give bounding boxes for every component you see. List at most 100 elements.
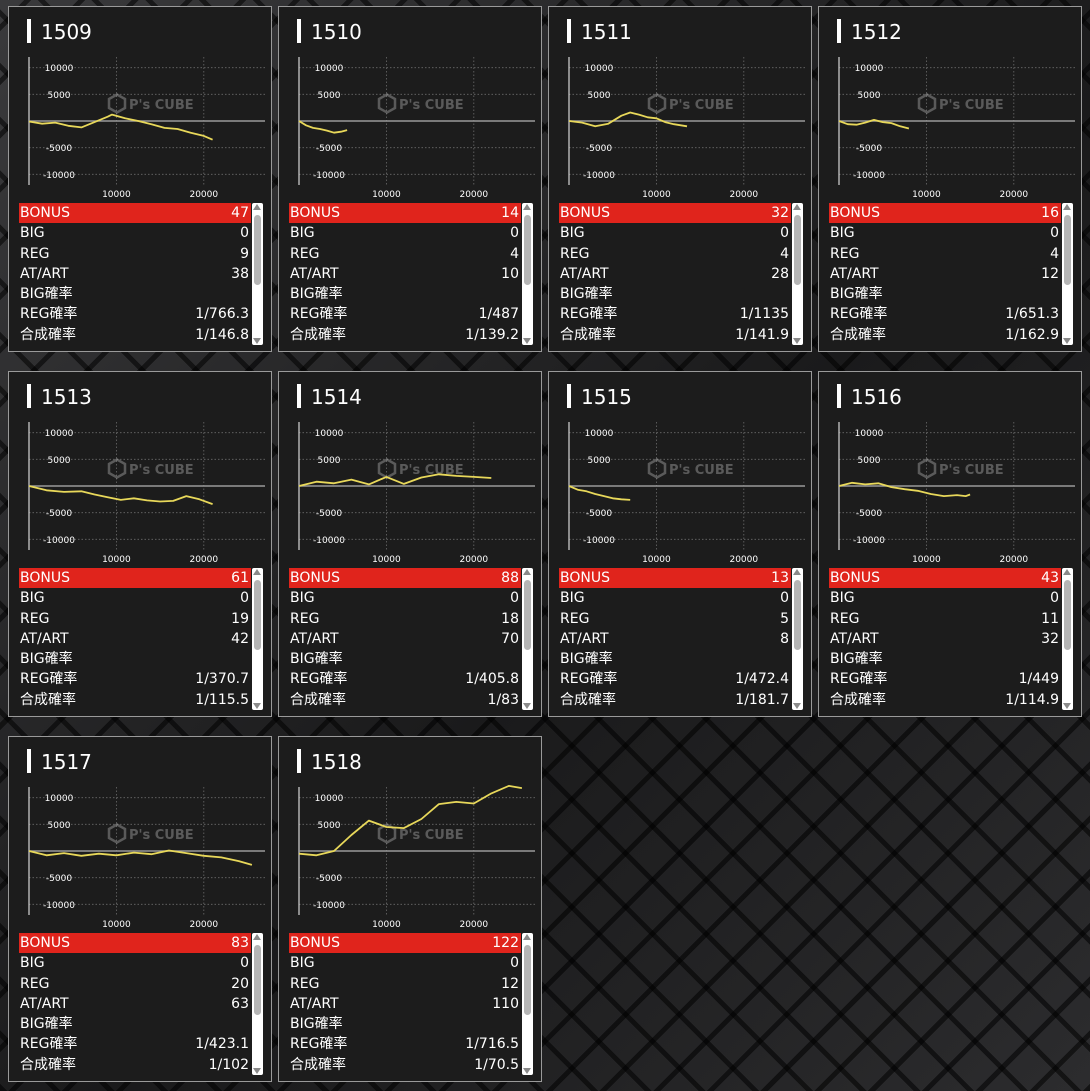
stats-scrollbar[interactable] [1062, 203, 1073, 345]
machine-card-1515[interactable]: 1515 10000 5000 -5000 -10000 10000 20000 P's CU… [548, 371, 812, 717]
chart-svg: 10000 5000 -5000 -10000 10000 20000 P's CUBE [838, 422, 1075, 565]
payout-chart: 10000 5000 -5000 -10000 10000 20000 P's CUBE [287, 781, 535, 933]
stat-value: 13 [771, 570, 789, 586]
y-tick-label: 10000 [315, 794, 344, 804]
y-tick-label: 5000 [858, 91, 881, 101]
scroll-thumb[interactable] [1064, 215, 1071, 285]
machine-card-1513[interactable]: 1513 10000 5000 -5000 -10000 10000 20000 P's CU… [8, 371, 272, 717]
scroll-thumb[interactable] [1064, 580, 1071, 650]
scroll-down-icon[interactable] [793, 338, 801, 344]
scroll-down-icon[interactable] [1063, 338, 1071, 344]
stat-label: BIG確率 [20, 1016, 73, 1033]
scroll-thumb[interactable] [794, 215, 801, 285]
reg-row: REG 19 [19, 609, 251, 629]
stat-value: 12 [1041, 265, 1059, 282]
scroll-down-icon[interactable] [523, 338, 531, 344]
machine-card-1512[interactable]: 1512 10000 5000 -5000 -10000 10000 20000 P's CU… [818, 6, 1082, 352]
scroll-thumb[interactable] [254, 215, 261, 285]
scroll-up-icon[interactable] [1063, 569, 1071, 575]
scroll-thumb[interactable] [524, 215, 531, 285]
atart-row: AT/ART 38 [19, 264, 251, 284]
atart-row: AT/ART 42 [19, 629, 251, 649]
payout-line [838, 119, 910, 130]
payout-chart: 10000 5000 -5000 -10000 10000 20000 P's CUBE [17, 51, 265, 203]
stats-scrollbar[interactable] [522, 933, 533, 1075]
stat-value: 5 [780, 610, 789, 627]
scroll-up-icon[interactable] [523, 569, 531, 575]
scroll-up-icon[interactable] [793, 204, 801, 210]
scroll-down-icon[interactable] [253, 338, 261, 344]
scroll-up-icon[interactable] [253, 934, 261, 940]
y-tick-label: -5000 [46, 874, 72, 884]
machine-card-1516[interactable]: 1516 10000 5000 -5000 -10000 10000 20000 P's CU… [818, 371, 1082, 717]
stats-scrollbar[interactable] [522, 203, 533, 345]
stat-label: AT/ART [20, 995, 69, 1012]
machine-card-1517[interactable]: 1517 10000 5000 -5000 -10000 10000 20000 P's CU… [8, 736, 272, 1082]
big-rate-row: BIG確率 [289, 284, 521, 304]
stat-label: BIG [20, 590, 45, 607]
machine-card-1514[interactable]: 1514 10000 5000 -5000 -10000 10000 20000 P's CU… [278, 371, 542, 717]
stat-label: 合成確率 [560, 691, 616, 708]
y-tick-label: -10000 [313, 536, 345, 546]
stat-value: 0 [240, 225, 249, 242]
scroll-up-icon[interactable] [253, 204, 261, 210]
atart-row: AT/ART 32 [829, 629, 1061, 649]
stat-value: 0 [510, 225, 519, 242]
stat-value: 16 [1041, 205, 1059, 221]
bonus-row: BONUS 43 [829, 568, 1061, 589]
scroll-down-icon[interactable] [523, 703, 531, 709]
stat-label: REG [20, 610, 50, 627]
stat-label: REG確率 [290, 306, 348, 323]
stat-value: 28 [771, 265, 789, 282]
scroll-thumb[interactable] [524, 580, 531, 650]
machine-card-1511[interactable]: 1511 10000 5000 -5000 -10000 10000 20000 P's CU… [548, 6, 812, 352]
scroll-down-icon[interactable] [253, 703, 261, 709]
pscube-watermark: P's CUBE [917, 458, 1004, 479]
machine-card-1510[interactable]: 1510 10000 5000 -5000 -10000 10000 20000 P's CU… [278, 6, 542, 352]
scroll-down-icon[interactable] [1063, 703, 1071, 709]
stat-label: BONUS [560, 205, 610, 221]
scroll-thumb[interactable] [254, 580, 261, 650]
stat-label: REG [20, 245, 50, 262]
y-tick-label: -5000 [586, 509, 612, 519]
scroll-thumb[interactable] [254, 945, 261, 1015]
x-tick-label: 10000 [642, 555, 671, 565]
scroll-down-icon[interactable] [793, 703, 801, 709]
stats-scrollbar[interactable] [522, 568, 533, 710]
stats-scrollbar[interactable] [252, 203, 263, 345]
reg-rate-row: REG確率 1/472.4 [559, 669, 791, 689]
stat-label: REG確率 [560, 306, 618, 323]
stat-value: 1/1135 [739, 306, 789, 323]
scroll-up-icon[interactable] [523, 204, 531, 210]
scroll-down-icon[interactable] [253, 1068, 261, 1074]
scroll-up-icon[interactable] [253, 569, 261, 575]
scroll-down-icon[interactable] [523, 1068, 531, 1074]
x-tick-label: 10000 [912, 555, 941, 565]
machine-card-1509[interactable]: 1509 10000 5000 -5000 -10000 10000 20000 P's CU… [8, 6, 272, 352]
scroll-thumb[interactable] [524, 945, 531, 1015]
stats-scrollbar[interactable] [792, 568, 803, 710]
stat-label: BIG確率 [560, 651, 613, 668]
chart-svg: 10000 5000 -5000 -10000 10000 20000 P's CUBE [568, 422, 805, 565]
stats-scrollbar[interactable] [1062, 568, 1073, 710]
payout-line [298, 785, 523, 857]
scroll-up-icon[interactable] [793, 569, 801, 575]
scroll-up-icon[interactable] [1063, 204, 1071, 210]
scroll-thumb[interactable] [794, 580, 801, 650]
stats-scrollbar[interactable] [252, 568, 263, 710]
y-tick-label: -10000 [43, 901, 75, 911]
stats-scrollbar[interactable] [252, 933, 263, 1075]
stat-label: BIG確率 [830, 651, 883, 668]
bonus-row: BONUS 47 [19, 203, 251, 224]
scroll-up-icon[interactable] [523, 934, 531, 940]
stats-list: BONUS 88 BIG 0 REG 18 AT/ART 70 BIG確率 REG確率 1/405.… [289, 568, 521, 710]
payout-chart: 10000 5000 -5000 -10000 10000 20000 P's CUBE [827, 51, 1075, 203]
combined-rate-row: 合成確率 1/162.9 [829, 325, 1061, 345]
stat-value: 122 [492, 935, 519, 951]
stat-value: 1/83 [487, 691, 519, 708]
stats-scrollbar[interactable] [792, 203, 803, 345]
machine-number: 1514 [297, 384, 362, 410]
machine-card-1518[interactable]: 1518 10000 5000 -5000 -10000 10000 20000 P's CU… [278, 736, 542, 1082]
y-tick-label: -5000 [316, 144, 342, 154]
x-tick-label: 20000 [459, 190, 488, 200]
